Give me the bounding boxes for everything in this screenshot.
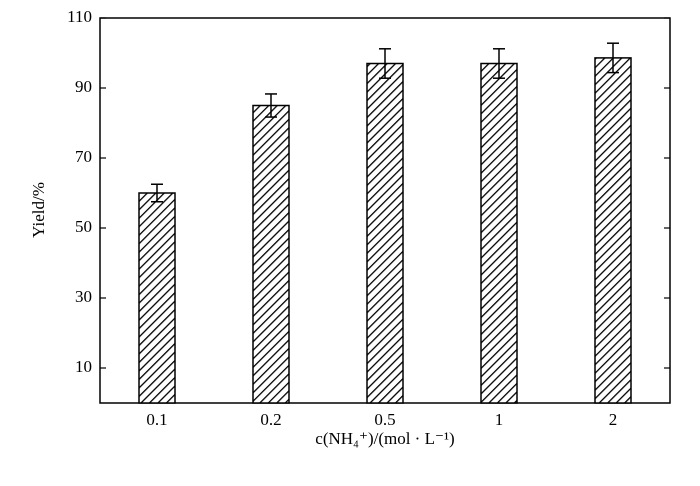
x-tick-label: 0.1 xyxy=(146,410,167,429)
y-tick-label: 90 xyxy=(75,77,92,96)
y-axis-label: Yield/% xyxy=(29,182,48,238)
bar xyxy=(252,104,290,404)
bar xyxy=(138,192,176,404)
x-tick-label: 0.2 xyxy=(260,410,281,429)
x-tick-label: 0.5 xyxy=(374,410,395,429)
y-tick-label: 70 xyxy=(75,147,92,166)
y-tick-label: 110 xyxy=(67,7,92,26)
x-axis-label: c(NH₄⁺)/(mol · L⁻¹) xyxy=(315,429,454,448)
x-tick-label: 1 xyxy=(495,410,504,429)
y-tick-label: 10 xyxy=(75,357,92,376)
bar xyxy=(594,57,632,404)
y-tick-label: 30 xyxy=(75,287,92,306)
bar xyxy=(480,62,518,404)
x-tick-label: 2 xyxy=(609,410,618,429)
y-tick-label: 50 xyxy=(75,217,92,236)
bar xyxy=(366,62,404,404)
